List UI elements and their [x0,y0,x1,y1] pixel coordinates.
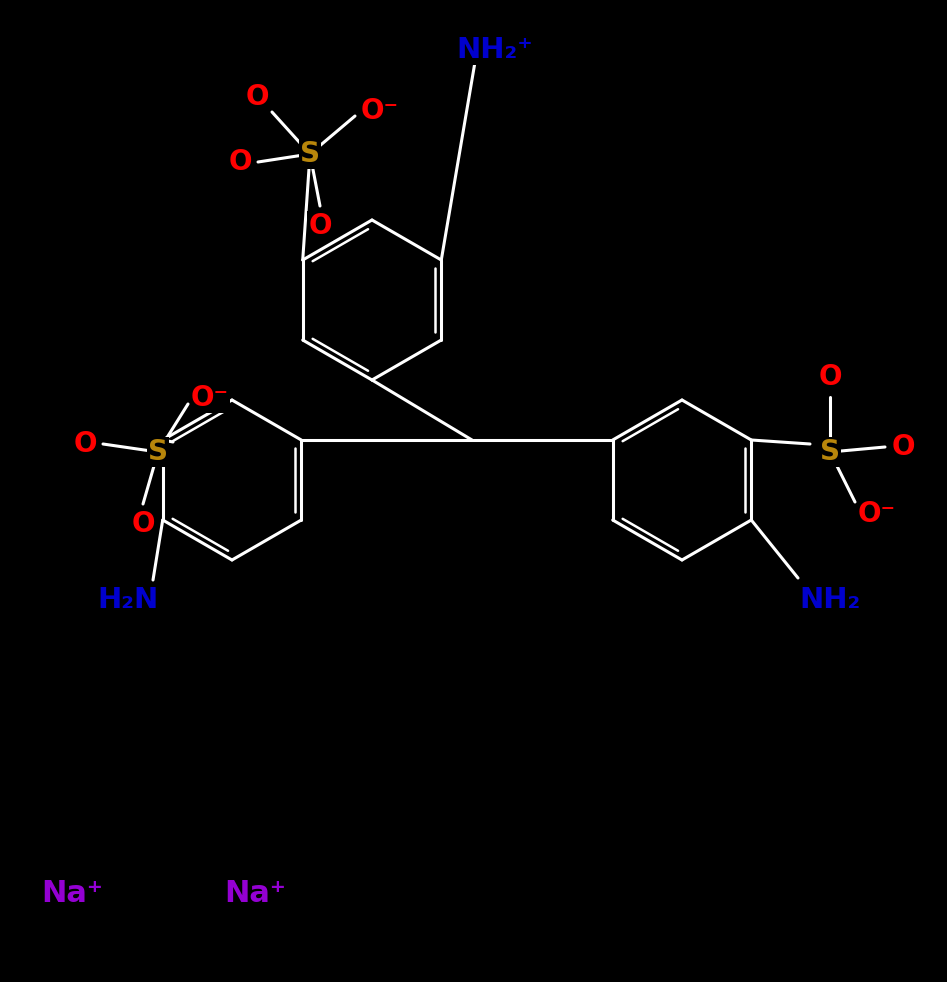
Text: Na⁺: Na⁺ [41,880,103,908]
Text: O: O [73,430,97,458]
Text: O⁻: O⁻ [191,384,229,412]
Text: O: O [309,212,331,240]
Text: O: O [818,363,842,391]
Text: O: O [132,510,154,538]
Text: NH₂: NH₂ [799,586,861,614]
Text: O: O [228,148,252,176]
Text: S: S [820,438,840,466]
Text: S: S [148,438,168,466]
Text: O: O [245,83,269,111]
Text: S: S [300,140,320,168]
Text: O: O [891,433,915,461]
Text: Na⁺: Na⁺ [224,880,286,908]
Text: O⁻: O⁻ [361,97,399,125]
Text: H₂N: H₂N [98,586,159,614]
Text: NH₂⁺: NH₂⁺ [456,36,533,64]
Text: O⁻: O⁻ [858,500,896,528]
